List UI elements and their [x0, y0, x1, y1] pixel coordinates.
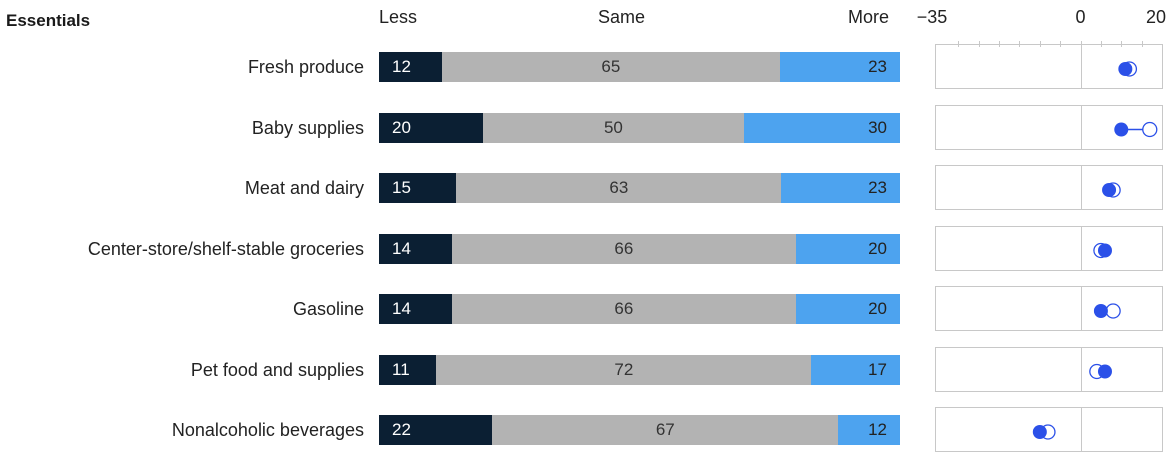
axis-minor-tick — [958, 41, 960, 47]
bar-segment-less: 14 — [379, 294, 452, 324]
dot-panel — [935, 104, 1163, 150]
bar-segment-more: 30 — [743, 112, 900, 143]
bar-segment-same: 65 — [441, 52, 781, 82]
stacked-bar: 14 66 20 — [379, 233, 900, 264]
category-label: Pet food and supplies — [190, 359, 364, 380]
bar-segment-same: 72 — [436, 354, 812, 385]
stacked-bar: 20 50 30 — [379, 112, 900, 143]
axis-minor-tick — [1039, 41, 1041, 47]
section-title: Essentials — [6, 11, 91, 30]
axis-minor-tick — [1121, 41, 1123, 47]
bar-segment-same: 67 — [492, 415, 839, 445]
bar-segment-same: 66 — [451, 294, 796, 324]
axis-minor-tick — [1100, 41, 1102, 47]
bar-segment-less: 20 — [379, 112, 484, 143]
category-label: Center-store/shelf-stable groceries — [87, 238, 364, 259]
stacked-bar: 11 72 17 — [379, 354, 900, 385]
category-label: Meat and dairy — [244, 178, 364, 198]
axis-minor-tick — [1060, 41, 1062, 47]
axis-tick-label: 0 — [1075, 7, 1086, 27]
category-label: Baby supplies — [251, 117, 364, 138]
zero-line — [1080, 166, 1082, 209]
bar-segment-same: 50 — [483, 112, 744, 143]
bar-segment-more: 17 — [811, 354, 900, 385]
zero-line — [1080, 226, 1082, 270]
bar-segment-more: 12 — [838, 415, 900, 445]
bar-segment-less: 11 — [379, 354, 437, 385]
axis-minor-tick — [1019, 41, 1021, 47]
bar-segment-less: 22 — [379, 415, 493, 445]
dot-panel — [935, 225, 1163, 271]
bar-segment-less: 15 — [379, 173, 457, 203]
header-more: More — [848, 7, 890, 27]
axis-tick-label: 20 — [1145, 7, 1167, 27]
zero-line — [1080, 408, 1082, 451]
dot-panel — [935, 407, 1163, 452]
zero-line — [1080, 347, 1082, 391]
bar-segment-same: 66 — [451, 233, 796, 264]
stacked-bar: 12 65 23 — [379, 52, 900, 82]
dot-panel — [935, 44, 1163, 89]
category-label: Gasoline — [292, 299, 364, 319]
axis-minor-tick — [1080, 41, 1082, 47]
zero-line — [1080, 45, 1082, 88]
axis-tick-label: −35 — [916, 7, 948, 27]
zero-line — [1080, 105, 1082, 149]
bar-segment-less: 14 — [379, 233, 452, 264]
bar-segment-same: 63 — [456, 173, 782, 203]
stacked-bar: 14 66 20 — [379, 294, 900, 324]
dot-panel — [935, 346, 1163, 392]
bar-segment-more: 23 — [781, 173, 900, 203]
dot-panel — [935, 286, 1163, 331]
stacked-bar: 22 67 12 — [379, 415, 900, 445]
bar-segment-more: 23 — [780, 52, 900, 82]
zero-line — [1080, 287, 1082, 330]
bar-segment-more: 20 — [795, 294, 900, 324]
axis-minor-tick — [999, 41, 1001, 47]
category-label: Nonalcoholic beverages — [171, 420, 364, 440]
axis-minor-tick — [978, 41, 980, 47]
category-label: Fresh produce — [247, 57, 364, 77]
axis-minor-tick — [1141, 41, 1143, 47]
header-less: Less — [379, 7, 418, 27]
bar-segment-less: 12 — [379, 52, 442, 82]
bar-segment-more: 20 — [795, 233, 900, 264]
dot-panel — [935, 165, 1163, 210]
header-same: Same — [598, 7, 646, 27]
stacked-bar: 15 63 23 — [379, 173, 900, 203]
